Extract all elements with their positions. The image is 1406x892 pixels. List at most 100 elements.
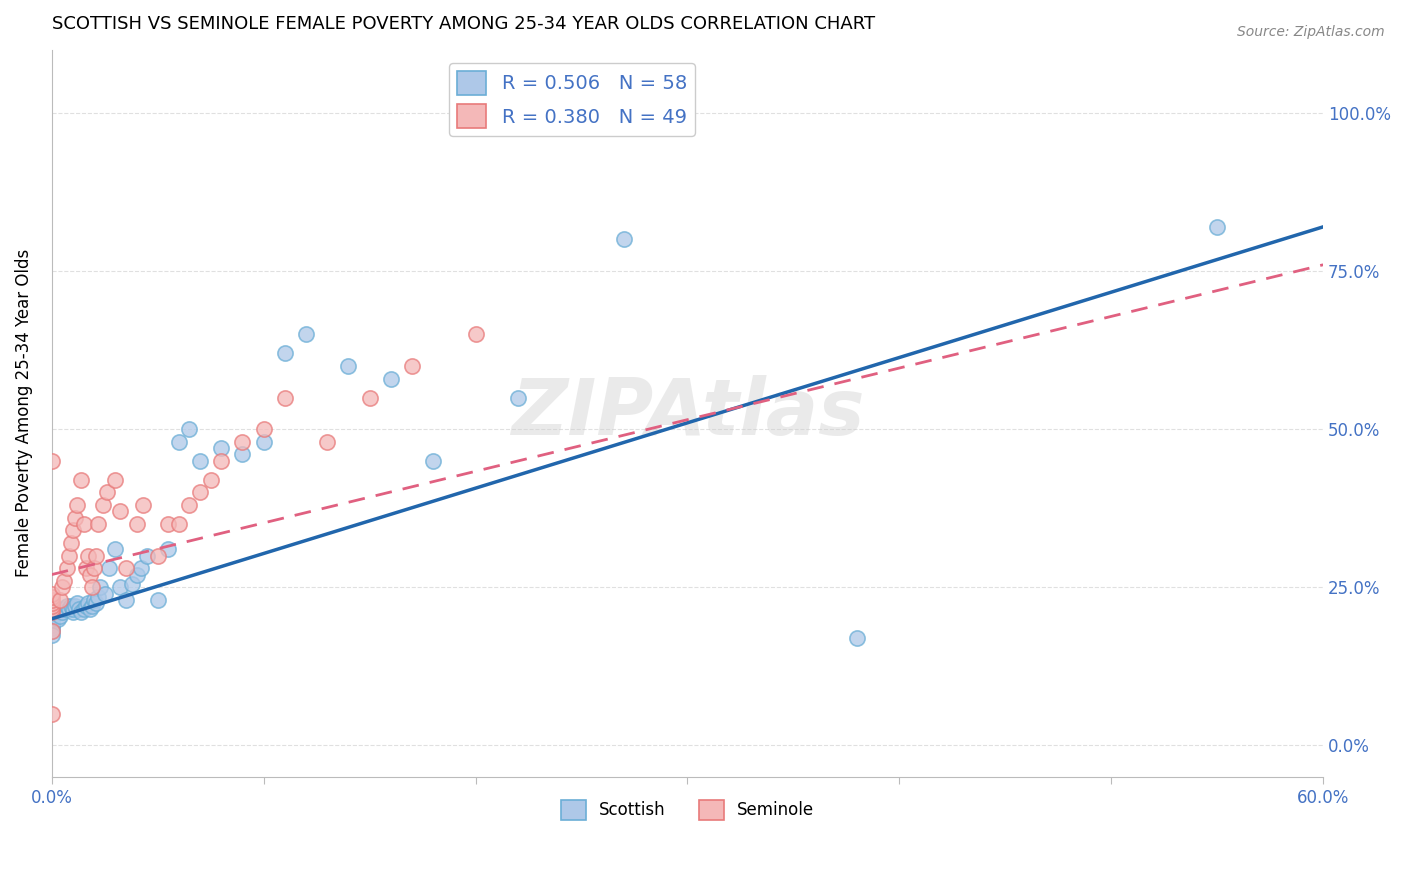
Point (125, 567, 148, 582)
Point (125, 516, 148, 531)
Point (53, 602, 76, 616)
Point (66, 498, 89, 512)
Point (188, 454, 211, 468)
Point (104, 473, 127, 487)
Point (41, 627, 63, 641)
Point (359, 391, 381, 405)
Point (79, 567, 101, 582)
Point (41, 599, 63, 614)
Point (179, 498, 201, 512)
Point (76, 549, 98, 563)
Point (115, 561, 138, 575)
Point (41, 596, 63, 610)
Point (506, 391, 529, 405)
Point (41, 612, 63, 626)
Point (188, 485, 211, 500)
Point (70, 473, 93, 487)
Point (66, 596, 89, 610)
Point (41, 624, 63, 639)
Point (108, 580, 131, 594)
Point (132, 498, 155, 512)
Point (58, 602, 80, 616)
Point (274, 346, 297, 360)
Point (41, 602, 63, 616)
Point (1206, 219, 1229, 234)
Point (464, 327, 486, 342)
Point (97, 561, 120, 575)
Point (79, 602, 101, 616)
Point (846, 631, 869, 645)
Point (146, 549, 169, 563)
Point (59, 599, 82, 614)
Point (337, 359, 360, 373)
Point (89, 580, 111, 594)
Point (55, 599, 77, 614)
Point (41, 618, 63, 632)
Point (91, 498, 114, 512)
Point (253, 434, 276, 449)
Y-axis label: Female Poverty Among 25-34 Year Olds: Female Poverty Among 25-34 Year Olds (15, 249, 32, 577)
Point (209, 454, 232, 468)
Point (295, 327, 318, 342)
Point (62, 524, 84, 538)
Point (41, 590, 63, 604)
Point (121, 577, 143, 591)
Point (231, 447, 253, 461)
Point (167, 434, 190, 449)
Point (380, 371, 402, 385)
Point (136, 549, 159, 563)
Point (67, 602, 90, 616)
Point (146, 592, 169, 607)
Point (93, 586, 115, 600)
Point (84, 549, 107, 563)
Point (58, 549, 80, 563)
Point (46, 612, 69, 626)
Point (41, 602, 63, 616)
Point (87, 590, 110, 604)
Point (157, 542, 180, 557)
Point (63, 599, 86, 614)
Point (87, 516, 110, 531)
Point (76, 596, 98, 610)
Point (70, 606, 93, 620)
Point (49, 608, 72, 623)
Text: SCOTTISH VS SEMINOLE FEMALE POVERTY AMONG 25-34 YEAR OLDS CORRELATION CHART: SCOTTISH VS SEMINOLE FEMALE POVERTY AMON… (52, 15, 875, 33)
Point (200, 473, 222, 487)
Point (422, 454, 444, 468)
Point (41, 606, 63, 620)
Point (41, 618, 63, 632)
Point (83, 561, 105, 575)
Point (41, 615, 63, 629)
Point (41, 454, 63, 468)
Point (80, 580, 103, 594)
Point (41, 608, 63, 623)
Point (72, 602, 94, 616)
Point (157, 516, 180, 531)
Text: ZIPAtlas: ZIPAtlas (510, 376, 865, 451)
Point (84, 596, 107, 610)
Point (179, 422, 201, 436)
Point (274, 391, 297, 405)
Point (96, 485, 118, 500)
Point (41, 706, 63, 721)
Point (49, 592, 72, 607)
Point (75, 561, 97, 575)
Point (53, 574, 76, 588)
Point (316, 434, 339, 449)
Point (63, 510, 86, 524)
Point (613, 232, 636, 246)
Point (59, 536, 82, 550)
Point (41, 606, 63, 620)
Point (401, 359, 423, 373)
Point (108, 504, 131, 518)
Point (115, 592, 138, 607)
Point (62, 606, 84, 620)
Point (55, 561, 77, 575)
Text: Source: ZipAtlas.com: Source: ZipAtlas.com (1237, 25, 1385, 39)
Point (167, 516, 190, 531)
Point (209, 441, 232, 455)
Point (51, 606, 73, 620)
Point (41, 592, 63, 607)
Point (104, 542, 127, 557)
Point (80, 599, 103, 614)
